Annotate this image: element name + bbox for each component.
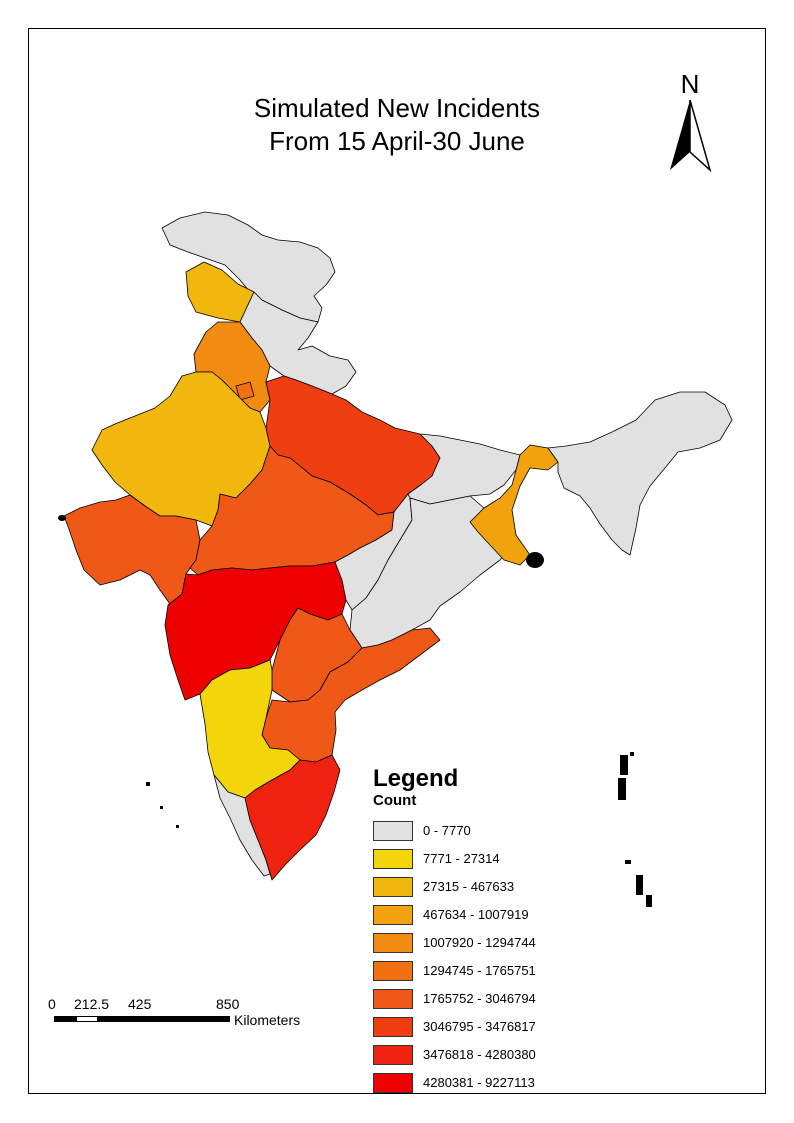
legend-item: 467634 - 1007919 xyxy=(373,901,593,929)
islands xyxy=(58,515,652,907)
legend-swatch xyxy=(373,1073,413,1093)
map-title-line-2: From 15 April-30 June xyxy=(269,126,525,156)
scale-tick-1: 212.5 xyxy=(74,996,110,1012)
legend-item: 3476818 - 4280380 xyxy=(373,1041,593,1069)
region-odisha xyxy=(349,495,513,649)
legend-item: 3046795 - 3476817 xyxy=(373,1013,593,1041)
legend-item: 0 - 7770 xyxy=(373,817,593,845)
legend-label: 1294745 - 1765751 xyxy=(423,963,536,978)
scale-tick-3: 850 xyxy=(216,996,240,1012)
region-northeast xyxy=(547,391,733,556)
map-title-line-1: Simulated New Incidents xyxy=(253,93,541,123)
legend-swatch xyxy=(373,961,413,981)
region-delhi xyxy=(235,381,255,401)
legend-items: 0 - 7770 7771 - 27314 27315 - 467633 467634… xyxy=(373,817,593,1097)
legend: Legend Count 0 - 7770 7771 - 27314 27315 -… xyxy=(373,764,593,1097)
legend-label: 467634 - 1007919 xyxy=(423,907,529,922)
north-arrow-icon xyxy=(670,100,712,172)
legend-label: 3046795 - 3476817 xyxy=(423,1019,536,1034)
scale-segment-3 xyxy=(98,1016,142,1022)
legend-item: 7771 - 27314 xyxy=(373,845,593,873)
legend-label: 3476818 - 4280380 xyxy=(423,1047,536,1062)
map-title: Simulated New Incidents From 15 April-30… xyxy=(197,92,597,158)
legend-item: 1765752 - 3046794 xyxy=(373,985,593,1013)
legend-swatch xyxy=(373,849,413,869)
legend-title: Legend xyxy=(373,765,459,792)
legend-label: 1007920 - 1294744 xyxy=(423,935,536,950)
legend-swatch xyxy=(373,933,413,953)
north-label: N xyxy=(680,69,700,99)
legend-label: 7771 - 27314 xyxy=(423,851,500,866)
legend-item: 1294745 - 1765751 xyxy=(373,957,593,985)
scale-segment-1 xyxy=(54,1016,76,1022)
legend-swatch xyxy=(373,1045,413,1065)
legend-swatch xyxy=(373,821,413,841)
region-west-bengal xyxy=(469,444,559,566)
scale-segment-4 xyxy=(142,1016,230,1022)
legend-swatch xyxy=(373,1017,413,1037)
legend-item: 1007920 - 1294744 xyxy=(373,929,593,957)
legend-label: 0 - 7770 xyxy=(423,823,471,838)
region-himachal-uttarakhand xyxy=(239,291,357,395)
legend-label: 1765752 - 3046794 xyxy=(423,991,536,1006)
legend-item: 27315 - 467633 xyxy=(373,873,593,901)
region-jammu-kashmir xyxy=(161,211,336,323)
legend-field: Count xyxy=(373,792,417,809)
legend-item: 4280381 - 9227113 xyxy=(373,1069,593,1097)
scale-units: Kilometers xyxy=(234,1012,301,1028)
scale-tick-2: 425 xyxy=(128,996,152,1012)
map-frame xyxy=(28,28,766,1094)
region-tamil-nadu xyxy=(244,754,341,881)
scale-segment-2 xyxy=(76,1016,98,1022)
scale-bar: 0 212.5 425 850 Kilometers xyxy=(48,996,348,1036)
legend-swatch xyxy=(373,877,413,897)
scale-tick-0: 0 xyxy=(48,996,56,1012)
legend-swatch xyxy=(373,989,413,1009)
legend-label: 4280381 - 9227113 xyxy=(423,1075,535,1090)
north-arrow: N xyxy=(664,70,716,174)
legend-label: 27315 - 467633 xyxy=(423,879,515,894)
legend-swatch xyxy=(373,905,413,925)
